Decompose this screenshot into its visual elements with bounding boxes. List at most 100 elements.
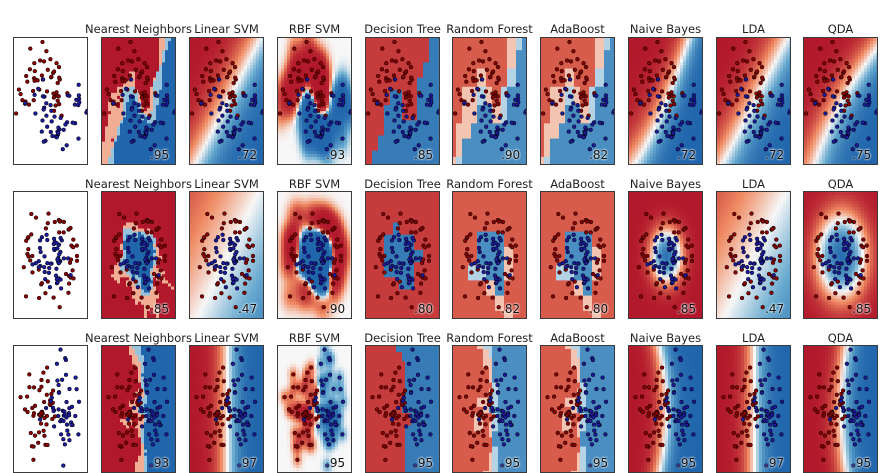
decision-region-cell — [296, 53, 300, 57]
class-blue-point — [400, 129, 405, 135]
decision-region-cell — [420, 120, 424, 124]
decision-region-cell — [299, 120, 303, 124]
decision-region-cell — [384, 59, 388, 63]
decision-region-cell — [323, 41, 327, 45]
decision-region-cell — [238, 141, 242, 146]
decision-region-cell — [372, 162, 376, 164]
decision-region-cell — [468, 159, 472, 164]
decision-region-cell — [190, 123, 194, 127]
decision-region-cell — [341, 108, 345, 112]
decision-region-cell — [338, 80, 342, 85]
decision-region-cell — [308, 147, 312, 152]
class-blue-point — [392, 118, 397, 123]
decision-region-cell — [369, 135, 373, 139]
decision-region-cell — [344, 123, 348, 127]
decision-region-cell — [296, 132, 300, 136]
decision-region-cell — [393, 111, 397, 115]
decision-region-cell — [465, 147, 469, 152]
decision-region-cell — [435, 44, 439, 48]
decision-region-cell — [317, 44, 321, 48]
decision-region-cell — [414, 47, 418, 51]
decision-region-cell — [238, 44, 242, 48]
decision-region-cell — [435, 95, 439, 100]
decision-region-cell — [174, 156, 175, 161]
decision-region-cell — [381, 41, 385, 45]
decision-region-cell — [308, 38, 312, 42]
decision-region-cell — [171, 156, 175, 161]
decision-region-cell — [253, 114, 257, 118]
decision-region-cell — [284, 83, 288, 88]
decision-region-cell — [159, 144, 163, 149]
decision-region-cell — [232, 83, 236, 88]
decision-region-cell — [347, 53, 351, 57]
decision-region-cell — [320, 41, 324, 45]
decision-region-cell — [256, 132, 260, 136]
decision-region-cell — [199, 147, 203, 152]
decision-region-cell — [262, 80, 263, 85]
decision-region-cell — [329, 111, 333, 115]
decision-region-cell — [214, 50, 218, 54]
decision-region-cell — [117, 56, 121, 60]
decision-region-cell — [281, 144, 285, 149]
decision-region-cell — [299, 135, 303, 139]
decision-region-cell — [287, 114, 291, 118]
decision-region-cell — [281, 74, 285, 79]
decision-region-cell — [223, 138, 227, 143]
decision-region-cell — [323, 105, 327, 109]
decision-region-cell — [332, 71, 336, 75]
decision-region-cell — [123, 156, 127, 161]
decision-region-cell — [372, 38, 376, 42]
decision-region-cell — [108, 117, 112, 121]
decision-region-cell — [138, 162, 142, 164]
decision-region-cell — [332, 56, 336, 60]
decision-region-cell — [153, 80, 157, 85]
decision-region-cell — [438, 153, 439, 158]
decision-region-cell — [123, 120, 127, 124]
decision-region-cell — [396, 159, 400, 164]
decision-region-cell — [247, 80, 251, 85]
decision-region-cell — [335, 50, 339, 54]
decision-region-cell — [193, 80, 197, 85]
decision-region-cell — [162, 59, 166, 63]
decision-region-cell — [244, 86, 248, 91]
decision-region-cell — [311, 159, 315, 164]
decision-region-cell — [232, 162, 236, 164]
decision-region-cell — [411, 59, 415, 63]
decision-region-cell — [211, 135, 215, 139]
decision-region-cell — [402, 114, 406, 118]
class-red-point — [112, 73, 117, 79]
decision-region-cell — [253, 153, 257, 158]
decision-region-cell — [117, 144, 121, 149]
decision-region-cell — [253, 162, 257, 164]
decision-region-cell — [468, 126, 472, 130]
decision-region-cell — [123, 50, 127, 54]
decision-region-cell — [202, 144, 206, 149]
decision-region-cell — [220, 47, 224, 51]
decision-region-cell — [329, 98, 333, 103]
decision-region-cell — [244, 74, 248, 79]
decision-region-cell — [171, 41, 175, 45]
decision-region-cell — [220, 141, 224, 146]
decision-region-cell — [426, 114, 430, 118]
decision-region-cell — [229, 138, 233, 143]
decision-region-cell — [102, 68, 106, 72]
class-blue-point — [41, 139, 46, 144]
decision-region-cell — [426, 86, 430, 91]
decision-region-cell — [223, 77, 227, 82]
decision-region-cell — [432, 65, 436, 69]
decision-region-cell — [174, 50, 175, 54]
decision-region-cell — [459, 138, 463, 143]
decision-region-cell — [235, 56, 239, 60]
decision-region-cell — [232, 150, 236, 155]
class-blue-point — [340, 136, 345, 141]
decision-region-cell — [462, 129, 466, 133]
decision-region-cell — [465, 135, 469, 139]
decision-region-cell — [471, 47, 475, 51]
decision-region-cell — [438, 86, 439, 91]
decision-region-cell — [199, 44, 203, 48]
decision-region-cell — [208, 126, 212, 130]
decision-region-cell — [199, 129, 203, 133]
decision-region-cell — [111, 117, 115, 121]
decision-region-cell — [208, 144, 212, 149]
decision-region-cell — [293, 56, 297, 60]
